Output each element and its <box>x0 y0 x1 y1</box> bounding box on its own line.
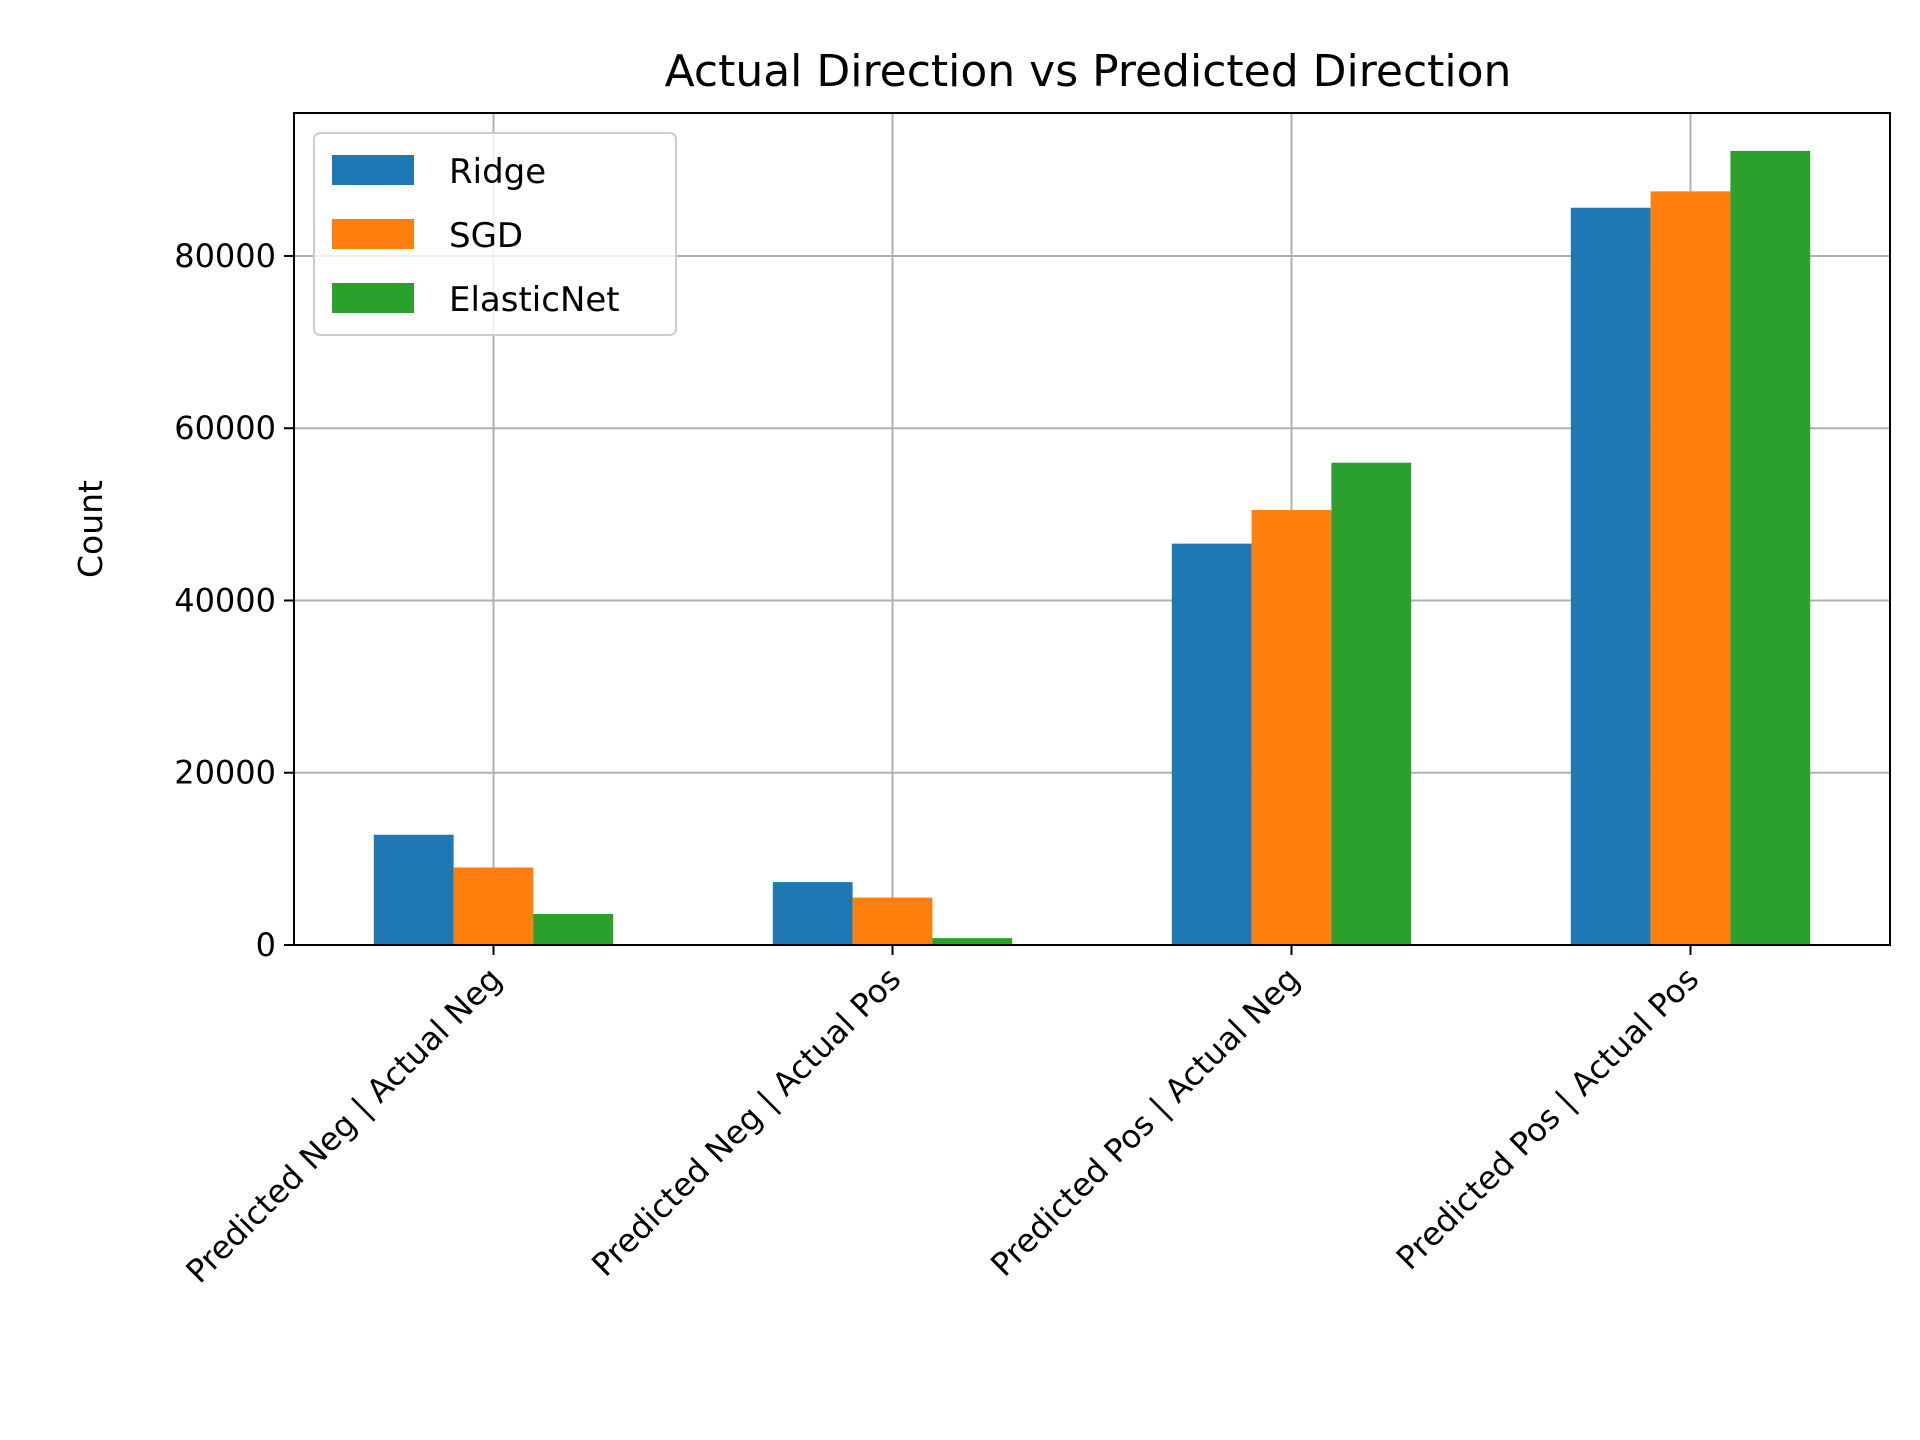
legend: Ridge SGD ElasticNet <box>313 132 677 336</box>
legend-label: SGD <box>449 216 523 256</box>
bar-elasticnet-1 <box>932 938 1013 945</box>
chart-title: Actual Direction vs Predicted Direction <box>665 46 1512 97</box>
plot-frame <box>293 112 1891 946</box>
legend-swatch <box>332 155 414 185</box>
y-tick-label: 0 <box>256 926 276 964</box>
y-tick-label: 60000 <box>174 409 276 447</box>
x-tick-label: Predicted Pos | Actual Neg <box>983 960 1307 1284</box>
legend-swatch <box>332 283 414 313</box>
legend-label: Ridge <box>449 152 546 192</box>
bar-sgd-2 <box>1251 510 1332 945</box>
x-tick-label: Predicted Pos | Actual Pos <box>1389 960 1706 1277</box>
x-tick-label: Predicted Neg | Actual Pos <box>584 960 908 1284</box>
y-tick-label: 40000 <box>174 581 276 619</box>
y-axis-label: Count <box>71 480 110 578</box>
y-axis: 0 20000 40000 60000 80000 <box>174 237 294 964</box>
legend-swatch <box>332 219 414 249</box>
bar-sgd-1 <box>852 897 933 945</box>
bar-ridge-0 <box>373 834 454 945</box>
bar-ridge-3 <box>1570 207 1651 945</box>
x-axis: Predicted Neg | Actual Neg Predicted Neg … <box>178 945 1706 1291</box>
bar-elasticnet-0 <box>533 913 614 945</box>
bars <box>373 150 1811 945</box>
x-tick-label: Predicted Neg | Actual Neg <box>178 960 509 1291</box>
bar-sgd-0 <box>453 867 534 945</box>
bar-ridge-2 <box>1171 543 1252 945</box>
bar-sgd-3 <box>1650 191 1731 945</box>
bar-elasticnet-3 <box>1730 150 1811 945</box>
y-tick-label: 20000 <box>174 754 276 792</box>
bar-elasticnet-2 <box>1331 462 1412 945</box>
y-tick-label: 80000 <box>174 237 276 275</box>
legend-label: ElasticNet <box>449 280 620 320</box>
bar-ridge-1 <box>772 882 853 945</box>
